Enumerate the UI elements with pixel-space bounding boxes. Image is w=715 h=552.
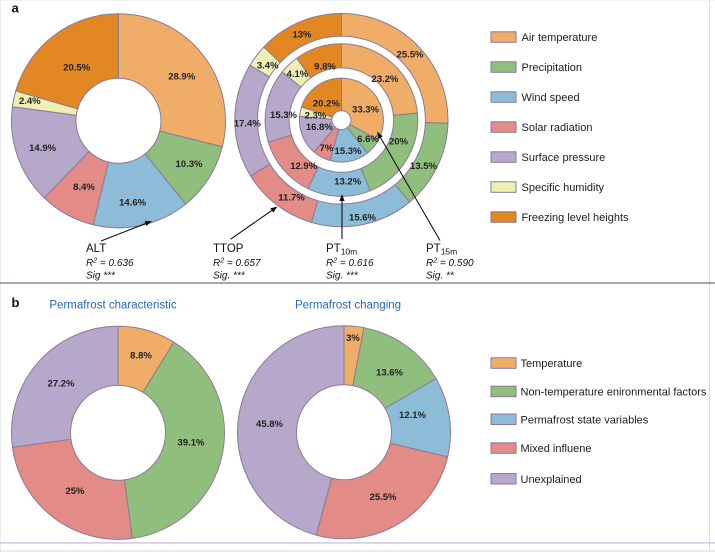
svg-text:Permafrost characteristic: Permafrost characteristic xyxy=(49,299,176,311)
svg-text:11.7%: 11.7% xyxy=(278,192,305,203)
svg-text:Sig. ***: Sig. *** xyxy=(326,271,359,282)
svg-text:12.1%: 12.1% xyxy=(399,410,426,421)
svg-text:14.9%: 14.9% xyxy=(29,143,56,154)
svg-text:20.5%: 20.5% xyxy=(63,63,90,74)
svg-text:15.6%: 15.6% xyxy=(349,213,376,224)
svg-text:8.8%: 8.8% xyxy=(130,351,152,362)
svg-text:Sig. ***: Sig. *** xyxy=(213,271,246,282)
svg-text:15.3%: 15.3% xyxy=(270,110,297,121)
svg-text:12.9%: 12.9% xyxy=(290,161,317,172)
svg-text:25%: 25% xyxy=(65,486,85,497)
svg-text:20%: 20% xyxy=(389,136,409,147)
svg-text:3%: 3% xyxy=(346,333,360,344)
svg-text:Unexplained: Unexplained xyxy=(521,474,582,486)
svg-text:Air temperature: Air temperature xyxy=(522,32,598,44)
svg-text:R2 = 0.636: R2 = 0.636 xyxy=(86,258,134,270)
svg-text:Permafrost state variables: Permafrost state variables xyxy=(521,414,649,426)
svg-text:Temperature: Temperature xyxy=(521,358,583,370)
svg-text:6.6%: 6.6% xyxy=(357,134,379,145)
svg-text:14.6%: 14.6% xyxy=(119,198,146,209)
svg-text:Solar radiation: Solar radiation xyxy=(522,122,593,134)
svg-text:9.8%: 9.8% xyxy=(314,62,336,73)
svg-text:Mixed influene: Mixed influene xyxy=(521,443,592,455)
svg-text:45.8%: 45.8% xyxy=(256,419,283,430)
svg-text:13.5%: 13.5% xyxy=(410,161,437,172)
svg-text:7%: 7% xyxy=(320,143,334,154)
svg-text:27.2%: 27.2% xyxy=(48,379,75,390)
svg-text:25.5%: 25.5% xyxy=(370,492,397,503)
svg-text:Sig. **: Sig. ** xyxy=(426,271,455,282)
svg-text:PT15m: PT15m xyxy=(426,243,457,257)
svg-text:15.3%: 15.3% xyxy=(335,146,362,157)
svg-text:Wind speed: Wind speed xyxy=(522,92,580,104)
svg-text:Sig ***: Sig *** xyxy=(86,271,116,282)
svg-text:8.4%: 8.4% xyxy=(73,182,95,193)
svg-text:16.8%: 16.8% xyxy=(306,122,333,133)
svg-text:33.3%: 33.3% xyxy=(352,104,379,115)
svg-text:10.3%: 10.3% xyxy=(176,159,203,170)
svg-text:2.3%: 2.3% xyxy=(305,111,327,122)
svg-text:2.4%: 2.4% xyxy=(19,96,41,107)
svg-text:13%: 13% xyxy=(292,30,312,41)
svg-text:Precipitation: Precipitation xyxy=(522,62,583,74)
svg-text:R2 = 0.657: R2 = 0.657 xyxy=(213,258,261,270)
svg-text:TTOP: TTOP xyxy=(213,243,244,255)
svg-text:39.1%: 39.1% xyxy=(178,437,205,448)
svg-text:4.1%: 4.1% xyxy=(287,69,309,80)
svg-text:a: a xyxy=(12,1,20,16)
svg-text:17.4%: 17.4% xyxy=(234,119,261,130)
svg-text:13.6%: 13.6% xyxy=(376,368,403,379)
svg-text:13.2%: 13.2% xyxy=(334,177,361,188)
svg-text:Freezing level heights: Freezing level heights xyxy=(522,212,630,224)
svg-text:ALT: ALT xyxy=(86,243,106,255)
svg-text:3.4%: 3.4% xyxy=(257,61,279,72)
svg-text:20.2%: 20.2% xyxy=(313,98,340,109)
svg-text:Specific humidity: Specific humidity xyxy=(522,182,605,194)
svg-text:R2 = 0.590: R2 = 0.590 xyxy=(426,258,474,270)
svg-text:R2 = 0.616: R2 = 0.616 xyxy=(326,258,374,270)
svg-text:25.5%: 25.5% xyxy=(397,50,424,61)
svg-text:23.2%: 23.2% xyxy=(372,74,399,85)
svg-text:Permafrost changing: Permafrost changing xyxy=(295,299,401,311)
svg-text:Non-temperature enironmental f: Non-temperature enironmental factors xyxy=(521,387,707,399)
svg-text:28.9%: 28.9% xyxy=(168,72,195,83)
svg-text:b: b xyxy=(12,295,20,310)
svg-text:PT10m: PT10m xyxy=(326,243,357,257)
svg-text:Surface pressure: Surface pressure xyxy=(522,152,606,164)
